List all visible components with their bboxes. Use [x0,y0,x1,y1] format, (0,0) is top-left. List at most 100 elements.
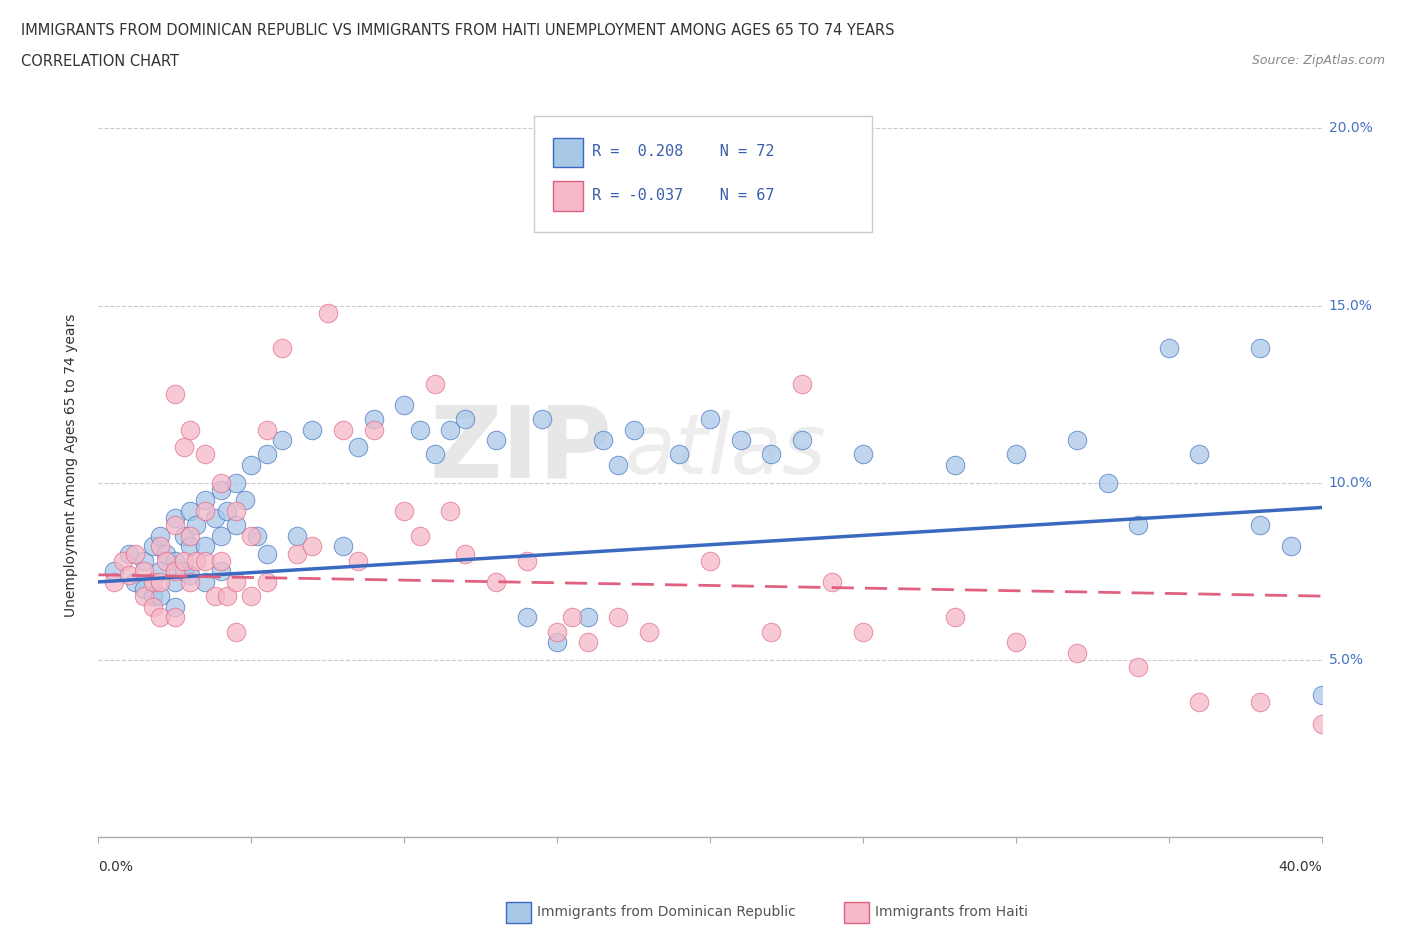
Point [1310,688,1333,703]
Point [363,422,385,437]
Point [134,564,156,578]
Point [256,422,278,437]
Text: 10.0%: 10.0% [1329,476,1372,490]
Point [240,528,263,543]
Point [233,493,256,508]
Point [347,440,370,455]
Point [408,422,430,437]
Point [134,589,156,604]
Point [270,432,292,447]
Point [103,575,125,590]
Point [179,567,201,582]
Point [576,610,599,625]
Point [530,411,553,426]
Text: IMMIGRANTS FROM DOMINICAN REPUBLIC VS IMMIGRANTS FROM HAITI UNEMPLOYMENT AMONG A: IMMIGRANTS FROM DOMINICAN REPUBLIC VS IM… [21,23,894,38]
Point [516,553,538,568]
Point [759,447,782,462]
Text: R = -0.037    N = 67: R = -0.037 N = 67 [592,188,775,203]
Text: 0.0%: 0.0% [98,860,134,874]
Text: R =  0.208    N = 72: R = 0.208 N = 72 [592,144,775,159]
Point [516,610,538,625]
Point [592,432,614,447]
Point [392,504,416,519]
Point [118,546,141,561]
Point [111,553,134,568]
Point [392,397,416,412]
Point [699,411,721,426]
Point [316,305,339,320]
Point [209,475,232,490]
Point [1128,518,1150,533]
Point [637,624,661,639]
Point [194,553,217,568]
Point [1004,634,1026,649]
Point [668,447,690,462]
Point [149,589,172,604]
Text: Immigrants from Haiti: Immigrants from Haiti [875,905,1028,920]
Text: 15.0%: 15.0% [1329,299,1372,312]
Point [1066,432,1088,447]
Point [194,493,217,508]
Point [149,539,172,554]
Point [240,589,263,604]
Text: 40.0%: 40.0% [1278,860,1322,874]
Point [163,511,186,525]
Point [163,518,186,533]
Point [215,589,238,604]
Point [256,546,278,561]
Point [699,553,721,568]
Point [149,610,172,625]
Y-axis label: Unemployment Among Ages 65 to 74 years: Unemployment Among Ages 65 to 74 years [63,313,77,617]
Point [173,564,195,578]
Point [439,422,461,437]
Point [852,447,875,462]
Point [439,504,461,519]
Point [607,610,630,625]
Point [149,575,172,590]
Point [1249,695,1271,710]
Point [173,440,195,455]
Point [943,610,966,625]
Point [1157,340,1180,355]
Point [142,589,165,604]
Point [285,546,308,561]
Point [194,575,217,590]
Point [134,553,156,568]
Point [149,528,172,543]
Point [142,539,165,554]
Point [546,634,568,649]
Point [225,518,247,533]
Point [163,553,186,568]
Point [1128,659,1150,674]
Point [1188,695,1211,710]
Point [215,504,238,519]
Point [179,504,201,519]
Point [1249,518,1271,533]
Point [730,432,752,447]
Point [790,376,813,391]
Point [134,581,156,596]
Point [1279,539,1302,554]
Point [1097,475,1119,490]
Point [225,624,247,639]
Point [163,599,186,614]
Point [163,387,186,402]
Point [163,564,186,578]
Point [852,624,875,639]
Point [155,553,177,568]
Point [623,422,645,437]
Point [173,553,195,568]
Point [179,422,201,437]
Point [149,564,172,578]
Point [209,553,232,568]
Point [270,340,292,355]
Point [485,432,508,447]
Point [118,567,141,582]
Point [103,564,125,578]
Point [285,528,308,543]
Point [1004,447,1026,462]
Text: 20.0%: 20.0% [1329,122,1372,136]
Point [943,458,966,472]
Point [821,575,844,590]
Point [1310,716,1333,731]
